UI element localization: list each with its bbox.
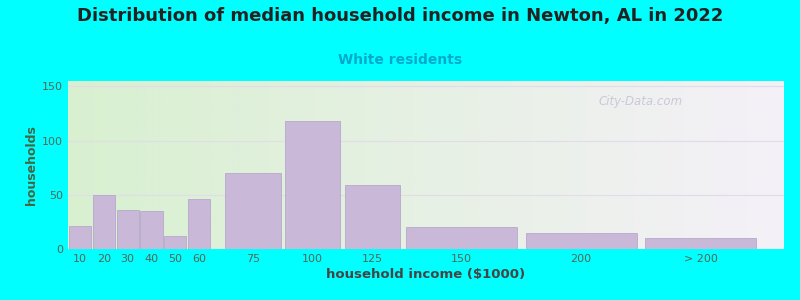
Bar: [117, 210, 138, 249]
Bar: [226, 173, 281, 249]
Bar: [526, 233, 637, 249]
Text: City-Data.com: City-Data.com: [598, 95, 683, 108]
Text: Distribution of median household income in Newton, AL in 2022: Distribution of median household income …: [77, 8, 723, 26]
Bar: [164, 236, 186, 249]
Bar: [345, 185, 400, 249]
Bar: [406, 227, 518, 249]
Y-axis label: households: households: [25, 125, 38, 205]
Bar: [93, 195, 115, 249]
Bar: [188, 199, 210, 249]
Bar: [285, 121, 340, 249]
X-axis label: household income ($1000): household income ($1000): [326, 268, 526, 281]
Text: White residents: White residents: [338, 52, 462, 67]
Bar: [141, 211, 162, 249]
Bar: [69, 226, 91, 249]
Bar: [645, 238, 756, 249]
